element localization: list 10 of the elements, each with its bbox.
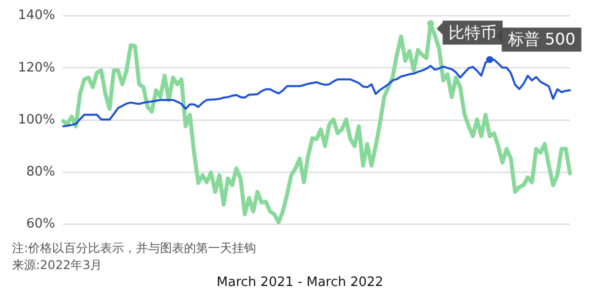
y-tick-label: 120%: [18, 60, 56, 76]
y-tick-label: 80%: [26, 164, 56, 180]
series-label: 标普 500: [506, 30, 576, 49]
text: 注:价格以百分比表示，并与图表的第一天挂钩: [12, 240, 258, 257]
y-tick-label: 60%: [26, 216, 56, 232]
source-note: 来源:2022年3月: [12, 257, 104, 274]
y-tick-label: 140%: [18, 8, 56, 24]
series-label: 比特币: [448, 22, 497, 42]
y-tick-label: 100%: [18, 112, 56, 128]
x-axis-title: March 2021 - March 2022: [216, 275, 384, 290]
